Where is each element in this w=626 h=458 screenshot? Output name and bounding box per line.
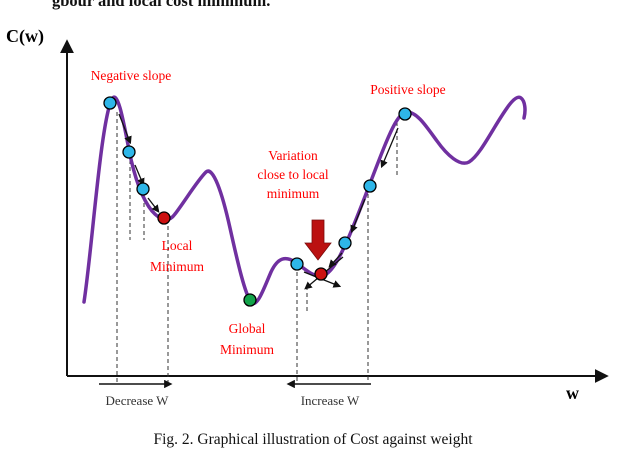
local-minimum-label-line1: Local [162, 238, 193, 253]
variation-label-line1: Variation [268, 148, 318, 163]
variation-pointer-arrow [304, 219, 332, 261]
figure-caption: Fig. 2. Graphical illustration of Cost a… [153, 431, 473, 448]
variation-point-red [314, 267, 328, 281]
local-minimum-point [157, 211, 171, 225]
gradient-point-blue [136, 182, 150, 196]
step-arrow [350, 198, 366, 234]
gradient-point-blue [363, 179, 377, 193]
gradient-point-blue [398, 107, 412, 121]
variation-label-line3: minimum [267, 186, 320, 201]
global-minimum-label-line2: Minimum [220, 342, 275, 357]
gradient-point-blue [290, 257, 304, 271]
step-arrow [147, 197, 160, 213]
cost-curve [82, 95, 527, 306]
body-text-fragment: gbour and local cost minimum. [52, 0, 271, 10]
variation-label-line2: close to local [257, 167, 328, 182]
decrease-w-label: Decrease W [106, 393, 170, 408]
positive-slope-label: Positive slope [370, 82, 445, 97]
y-axis-label: C(w) [6, 26, 44, 47]
step-arrow [118, 113, 132, 145]
dashed-guides [116, 112, 398, 382]
gradient-point-blue [338, 236, 352, 250]
gradient-point-blue [103, 96, 117, 110]
step-arrow [380, 127, 399, 169]
local-minimum-label-line2: Minimum [150, 259, 205, 274]
x-axis-label: w [566, 383, 579, 403]
gradient-point-blue [122, 145, 136, 159]
global-minimum-label-line1: Global [229, 321, 266, 336]
increase-w-label: Increase W [301, 393, 360, 408]
gradient-points [103, 96, 412, 307]
step-arrow [134, 164, 145, 187]
negative-slope-label: Negative slope [91, 68, 172, 83]
step-arrow [328, 252, 343, 268]
global-minimum-point [243, 293, 257, 307]
